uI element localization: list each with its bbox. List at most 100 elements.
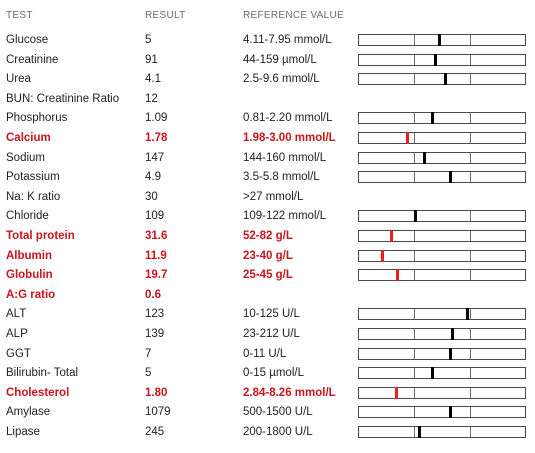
range-divider — [414, 387, 416, 398]
test-result: 1.09 — [145, 112, 168, 125]
range-divider — [469, 387, 471, 398]
range-bar — [358, 425, 526, 438]
table-row: Lipase 245 200-1800 U/L — [0, 423, 535, 443]
result-marker — [437, 34, 441, 46]
results-table: Glucose 5 4.11-7.95 mmol/L Creatinine 91 44-1… — [0, 31, 535, 442]
test-name: A:G ratio — [6, 288, 56, 301]
test-result: 30 — [145, 190, 158, 203]
range-bar — [358, 171, 526, 184]
range-divider — [469, 368, 471, 379]
test-result: 245 — [145, 425, 165, 438]
result-marker — [417, 425, 421, 438]
test-result: 11.9 — [145, 249, 167, 262]
result-marker — [431, 367, 435, 380]
range-divider — [414, 309, 416, 320]
table-row: ALP 139 23-212 U/L — [0, 325, 535, 345]
test-result: 5 — [145, 34, 152, 46]
range-bar — [358, 406, 526, 419]
table-row: Albumin 11.9 23-40 g/L — [0, 247, 535, 267]
result-marker — [434, 53, 438, 66]
test-name: ALP — [6, 327, 28, 340]
table-row: Sodium 147 144-160 mmol/L — [0, 149, 535, 169]
table-row: Glucose 5 4.11-7.95 mmol/L — [0, 31, 535, 51]
result-marker — [406, 131, 410, 144]
table-row: Cholesterol 1.80 2.84-8.26 mmol/L — [0, 384, 535, 404]
range-bar — [358, 386, 526, 399]
range-divider — [469, 172, 471, 183]
table-row: Potassium 4.9 3.5-5.8 mmol/L — [0, 168, 535, 188]
range-bar — [358, 327, 526, 340]
reference-value: 109-122 mmol/L — [243, 210, 327, 223]
test-result: 1.80 — [145, 386, 168, 399]
result-marker — [394, 386, 398, 399]
test-name: Globulin — [6, 269, 53, 282]
test-name: Total protein — [6, 229, 75, 242]
result-marker — [465, 308, 469, 321]
reference-value: >27 mmol/L — [243, 190, 304, 203]
test-result: 139 — [145, 327, 165, 340]
range-divider — [414, 270, 416, 281]
table-row: Na: K ratio 30 >27 mmol/L — [0, 188, 535, 208]
table-row: Globulin 19.7 25-45 g/L — [0, 266, 535, 286]
range-bar — [358, 210, 526, 223]
test-name: GGT — [6, 347, 31, 360]
range-divider — [469, 54, 471, 65]
test-name: Potassium — [6, 171, 60, 184]
range-bar — [358, 308, 526, 321]
range-divider — [414, 348, 416, 359]
table-row: Calcium 1.78 1.98-3.00 mmol/L — [0, 129, 535, 149]
result-marker — [396, 269, 400, 282]
test-result: 5 — [145, 367, 152, 380]
test-result: 0.6 — [145, 288, 161, 301]
reference-value: 500-1500 U/L — [243, 406, 313, 419]
reference-value: 2.5-9.6 mmol/L — [243, 73, 320, 86]
test-result: 31.6 — [145, 229, 168, 242]
test-result: 1.78 — [145, 131, 168, 144]
table-row: BUN: Creatinine Ratio 12 — [0, 90, 535, 110]
range-divider — [469, 113, 471, 124]
test-result: 1079 — [145, 406, 171, 419]
range-divider — [469, 211, 471, 222]
range-divider — [414, 230, 416, 241]
range-divider — [469, 309, 471, 320]
range-bar — [358, 34, 526, 46]
range-bar — [358, 73, 526, 86]
range-bar — [358, 53, 526, 66]
test-name: Albumin — [6, 249, 52, 262]
table-row: Phosphorus 1.09 0.81-2.20 mmol/L — [0, 109, 535, 129]
header-result: RESULT — [145, 10, 186, 21]
range-divider — [469, 74, 471, 85]
table-row: Total protein 31.6 52-82 g/L — [0, 227, 535, 247]
test-result: 12 — [145, 92, 158, 105]
test-name: Phosphorus — [6, 112, 68, 125]
range-divider — [414, 426, 416, 437]
range-divider — [469, 250, 471, 261]
reference-value: 0.81-2.20 mmol/L — [243, 112, 333, 125]
test-name: Chloride — [6, 210, 49, 223]
range-bar — [358, 229, 526, 242]
reference-value: 0-15 µmol/L — [243, 367, 304, 380]
result-marker — [422, 151, 426, 164]
reference-value: 52-82 g/L — [243, 229, 293, 242]
reference-value: 200-1800 U/L — [243, 425, 313, 438]
test-result: 4.1 — [145, 73, 161, 86]
test-result: 123 — [145, 308, 165, 321]
range-divider — [469, 132, 471, 143]
test-name: Creatinine — [6, 53, 59, 66]
range-divider — [469, 230, 471, 241]
test-name: Glucose — [6, 34, 49, 46]
table-row: A:G ratio 0.6 — [0, 286, 535, 306]
range-bar — [358, 367, 526, 380]
range-divider — [414, 54, 416, 65]
reference-value: 23-40 g/L — [243, 249, 293, 262]
range-divider — [469, 407, 471, 418]
reference-value: 1.98-3.00 mmol/L — [243, 131, 336, 144]
test-name: Na: K ratio — [6, 190, 61, 203]
test-name: BUN: Creatinine Ratio — [6, 92, 120, 105]
header-test: TEST — [6, 10, 33, 21]
test-name: Urea — [6, 73, 31, 86]
test-name: ALT — [6, 308, 27, 321]
range-bar — [358, 347, 526, 360]
test-result: 109 — [145, 210, 165, 223]
result-marker — [444, 73, 448, 86]
